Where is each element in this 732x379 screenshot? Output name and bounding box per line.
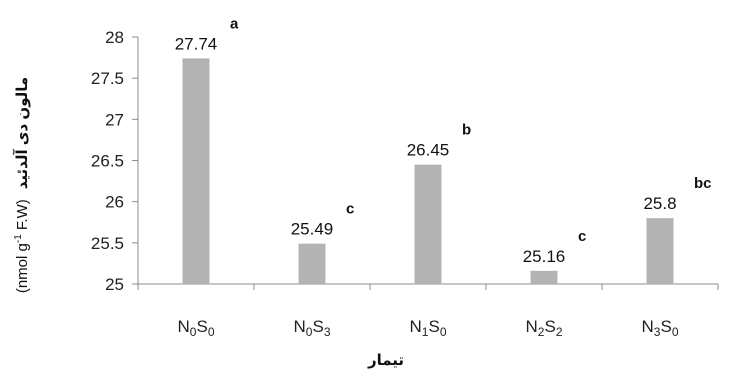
significance-letter: c bbox=[578, 228, 586, 245]
category-subscript: 0 bbox=[672, 325, 679, 339]
significance-letter: a bbox=[230, 15, 239, 32]
bar-value-label: 25.8 bbox=[643, 194, 676, 213]
bars-layer bbox=[182, 58, 674, 285]
y-tick-label: 27 bbox=[105, 110, 124, 129]
category-letter: N bbox=[526, 317, 538, 336]
category-subscript: 3 bbox=[654, 325, 661, 339]
category-letter: S bbox=[196, 317, 207, 336]
category-letter: N bbox=[410, 317, 422, 336]
category-subscript: 1 bbox=[422, 325, 429, 339]
category-subscript: 0 bbox=[208, 325, 215, 339]
category-letter: S bbox=[544, 317, 555, 336]
y-tick-label: 28 bbox=[105, 28, 124, 47]
y-axis-title: (nmol g-1 F.W) مالون دی آلدئید bbox=[13, 77, 31, 293]
y-tick-label: 25 bbox=[105, 275, 124, 294]
y-axis-unit-suffix: F.W) bbox=[14, 199, 31, 234]
bar-value-label: 26.45 bbox=[407, 141, 450, 160]
labels-layer: 27.74aN0S025.49cN0S326.45bN1S025.16cN2S2… bbox=[175, 15, 712, 339]
y-tick-label: 26.5 bbox=[91, 152, 124, 171]
bar bbox=[182, 58, 210, 285]
bar bbox=[298, 243, 326, 284]
x-category-label: N3S0 bbox=[642, 317, 679, 339]
x-category-label: N0S0 bbox=[178, 317, 215, 339]
category-subscript: 2 bbox=[556, 325, 563, 339]
x-axis-title: تیمار bbox=[367, 352, 404, 369]
y-tick-label: 25.5 bbox=[91, 234, 124, 253]
category-letter: S bbox=[312, 317, 323, 336]
y-tick-label: 26 bbox=[105, 193, 124, 212]
bar bbox=[414, 164, 442, 284]
bar-value-label: 25.49 bbox=[291, 220, 334, 239]
bar bbox=[530, 270, 558, 284]
bar bbox=[646, 218, 674, 284]
axes-layer: 25 25.5 26 26.5 27 27.5 28 bbox=[91, 28, 719, 294]
y-axis-label-text: مالون دی آلدئید bbox=[13, 77, 31, 189]
category-subscript: 0 bbox=[306, 325, 313, 339]
category-subscript: 3 bbox=[324, 325, 331, 339]
category-letter: S bbox=[660, 317, 671, 336]
category-letter: N bbox=[178, 317, 190, 336]
significance-letter: bc bbox=[694, 175, 712, 192]
significance-letter: c bbox=[346, 201, 354, 218]
category-letter: N bbox=[294, 317, 306, 336]
category-subscript: 0 bbox=[190, 325, 197, 339]
category-subscript: 2 bbox=[538, 325, 545, 339]
category-letter: N bbox=[642, 317, 654, 336]
x-category-label: N0S3 bbox=[294, 317, 331, 339]
category-subscript: 0 bbox=[440, 325, 447, 339]
bar-value-label: 25.16 bbox=[523, 247, 566, 266]
bar-value-label: 27.74 bbox=[175, 34, 218, 53]
significance-letter: b bbox=[462, 122, 471, 139]
y-axis-unit-superscript: -1 bbox=[13, 234, 24, 243]
y-tick-label: 27.5 bbox=[91, 69, 124, 88]
x-category-label: N1S0 bbox=[410, 317, 447, 339]
category-letter: S bbox=[428, 317, 439, 336]
y-axis-unit-prefix: (nmol g bbox=[14, 243, 31, 293]
x-category-label: N2S2 bbox=[526, 317, 563, 339]
